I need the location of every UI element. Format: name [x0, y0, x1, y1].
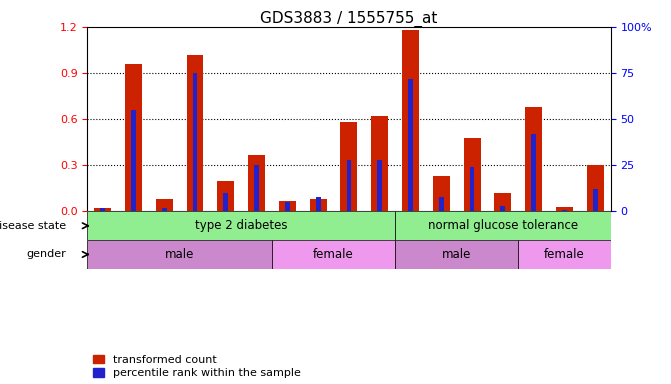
Bar [125, 64, 142, 212]
Bar [408, 79, 413, 212]
Bar [94, 208, 111, 212]
Bar [556, 207, 573, 212]
Bar [100, 208, 105, 212]
Legend: transformed count, percentile rank within the sample: transformed count, percentile rank withi… [93, 355, 301, 379]
Bar [309, 199, 327, 212]
Text: male: male [442, 248, 471, 261]
Bar [217, 180, 234, 212]
Text: disease state: disease state [0, 221, 66, 231]
Bar [346, 160, 352, 212]
Bar [562, 210, 567, 212]
Bar [254, 165, 259, 212]
Bar [371, 116, 388, 212]
Bar [395, 240, 518, 269]
Bar [162, 208, 166, 212]
Bar [187, 55, 203, 212]
Text: male: male [165, 248, 195, 261]
Bar [495, 193, 511, 212]
Bar [531, 134, 536, 212]
Bar [279, 200, 296, 212]
Text: type 2 diabetes: type 2 diabetes [195, 219, 287, 232]
Bar [402, 30, 419, 212]
Bar [377, 160, 382, 212]
Bar [464, 137, 480, 212]
Bar [316, 197, 321, 212]
Bar [518, 240, 611, 269]
Bar [395, 212, 611, 240]
Bar [87, 212, 395, 240]
Bar [285, 202, 290, 212]
Bar [593, 189, 598, 212]
Bar [439, 197, 444, 212]
Bar [87, 240, 272, 269]
Bar [340, 122, 358, 212]
Bar [248, 154, 265, 212]
Bar [433, 176, 450, 212]
Bar [470, 167, 474, 212]
Text: female: female [544, 248, 585, 261]
Text: gender: gender [27, 250, 66, 260]
Bar [272, 240, 395, 269]
Bar [223, 193, 228, 212]
Text: normal glucose tolerance: normal glucose tolerance [428, 219, 578, 232]
Bar [525, 107, 542, 212]
Bar [586, 165, 604, 212]
Title: GDS3883 / 1555755_at: GDS3883 / 1555755_at [260, 11, 437, 27]
Bar [156, 199, 172, 212]
Text: female: female [313, 248, 354, 261]
Bar [501, 206, 505, 212]
Bar [131, 110, 136, 212]
Bar [193, 73, 197, 212]
